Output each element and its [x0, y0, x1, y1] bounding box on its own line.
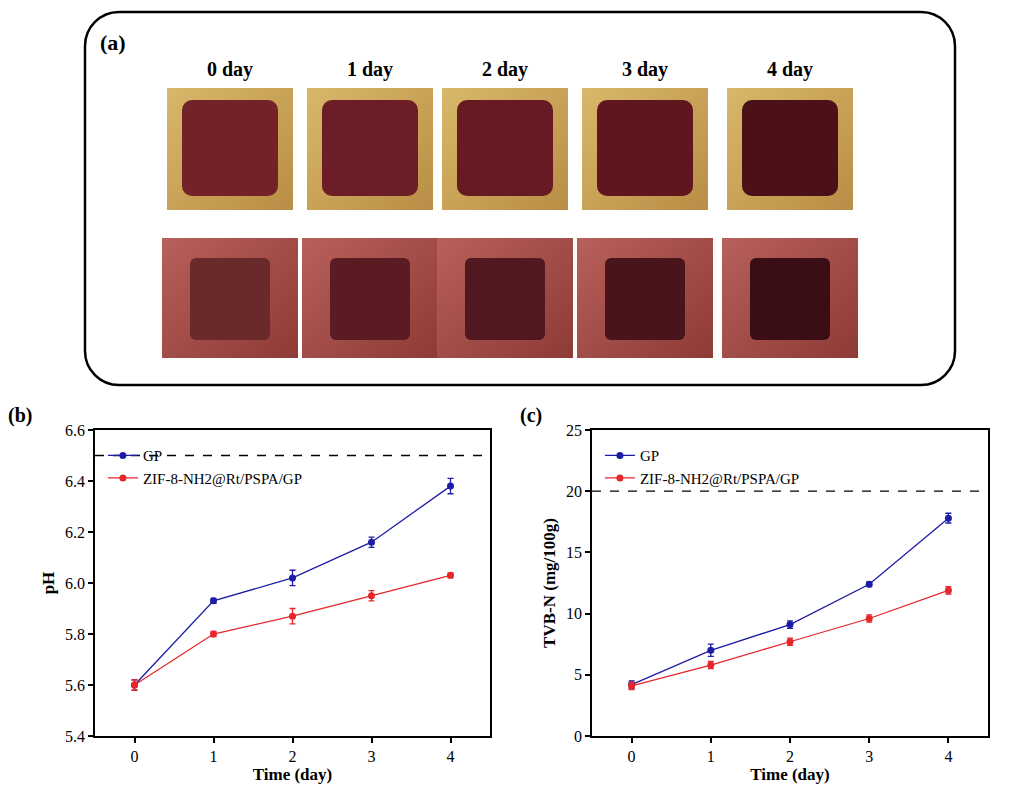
svg-text:4: 4 [447, 748, 455, 765]
svg-text:5.6: 5.6 [65, 677, 85, 694]
svg-text:Time (day): Time (day) [750, 765, 830, 784]
svg-text:TVB-N (mg/100g): TVB-N (mg/100g) [540, 518, 559, 648]
svg-text:0: 0 [628, 748, 636, 765]
svg-text:Time (day): Time (day) [253, 765, 333, 784]
html-text:(c): (c) [520, 404, 543, 426]
svg-text:5.8: 5.8 [65, 626, 85, 643]
svg-text:5.4: 5.4 [65, 728, 85, 745]
svg-text:GP: GP [640, 448, 659, 464]
svg-text:2 day: 2 day [482, 58, 528, 81]
svg-text:1: 1 [707, 748, 715, 765]
svg-text:6.2: 6.2 [65, 524, 85, 541]
svg-text:3: 3 [368, 748, 376, 765]
svg-text:ZIF-8-NH2@Rt/PSPA/GP: ZIF-8-NH2@Rt/PSPA/GP [640, 471, 799, 487]
svg-text:2: 2 [289, 748, 297, 765]
svg-text:3 day: 3 day [622, 58, 668, 81]
svg-text:0: 0 [574, 728, 582, 745]
svg-text:5: 5 [574, 666, 582, 683]
svg-text:4 day: 4 day [767, 58, 813, 81]
svg-text:ZIF-8-NH2@Rt/PSPA/GP: ZIF-8-NH2@Rt/PSPA/GP [143, 471, 302, 487]
svg-text:25: 25 [566, 422, 582, 439]
svg-text:6.4: 6.4 [65, 473, 85, 490]
svg-text:4: 4 [944, 748, 952, 765]
svg-text:6.0: 6.0 [65, 575, 85, 592]
svg-text:20: 20 [566, 483, 582, 500]
svg-text:15: 15 [566, 544, 582, 561]
svg-text:3: 3 [865, 748, 873, 765]
svg-text:1: 1 [210, 748, 218, 765]
html-text:(b): (b) [8, 404, 33, 426]
svg-text:1 day: 1 day [347, 58, 393, 81]
svg-text:0: 0 [131, 748, 139, 765]
svg-text:0 day: 0 day [207, 58, 253, 81]
svg-text:6.6: 6.6 [65, 422, 85, 439]
svg-text:2: 2 [786, 748, 794, 765]
svg-text:GP: GP [143, 448, 162, 464]
svg-text:pH: pH [39, 572, 58, 595]
svg-text:10: 10 [566, 605, 582, 622]
svg-text:(a): (a) [100, 30, 126, 55]
